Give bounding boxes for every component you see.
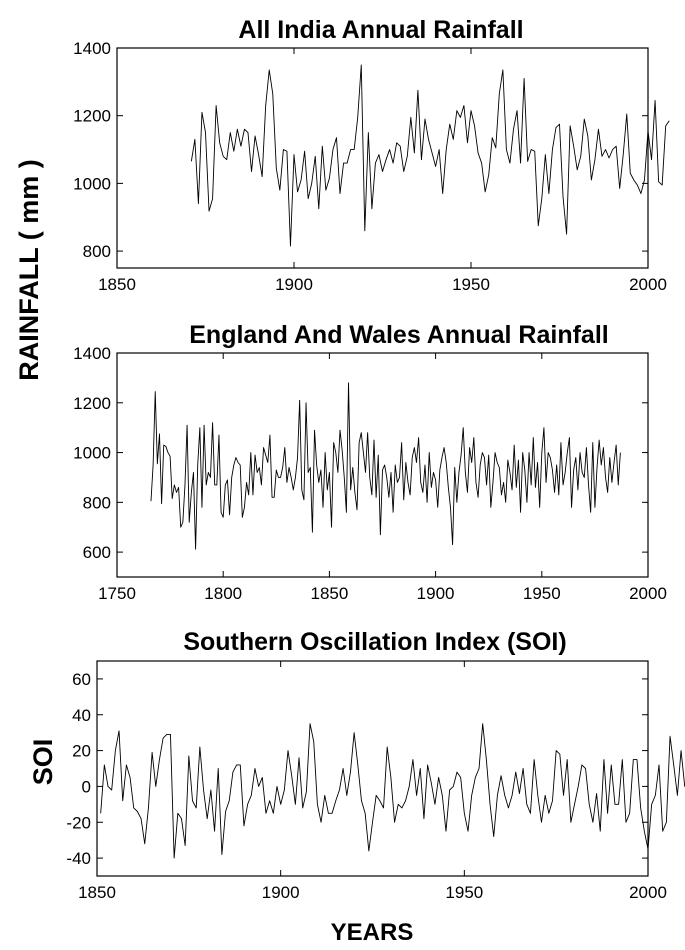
x-tick-label: 1850 bbox=[98, 275, 136, 294]
soi-y-axis-label: SOI bbox=[28, 739, 58, 786]
chart-title: Southern Oscillation Index (SOI) bbox=[183, 628, 566, 656]
x-tick-label: 2000 bbox=[629, 584, 667, 603]
y-tick-label: 1400 bbox=[73, 344, 111, 363]
axis-ticks: 1850 1900 1950 2000 800 1000 1200 1400 bbox=[73, 39, 667, 294]
axis-ticks: 1850 1900 1950 2000 -40 -20 0 20 40 60 bbox=[66, 661, 667, 902]
soi-line bbox=[100, 723, 685, 859]
x-tick-label: 1950 bbox=[452, 275, 490, 294]
x-tick-label: 2000 bbox=[629, 883, 667, 902]
y-tick-label: 1000 bbox=[73, 444, 111, 463]
y-tick-label: 20 bbox=[72, 742, 91, 761]
plot-frame bbox=[116, 352, 649, 578]
chart-title: All India Annual Rainfall bbox=[238, 16, 523, 44]
england-wales-rainfall-line bbox=[150, 382, 621, 550]
axis-ticks: 1750 1800 1850 1900 1950 2000 600 800 1000 1200 14… bbox=[73, 344, 667, 603]
y-tick-label: -20 bbox=[66, 813, 91, 832]
y-tick-label: 0 bbox=[82, 777, 91, 796]
x-tick-label: 1900 bbox=[417, 584, 455, 603]
x-tick-label: 1900 bbox=[275, 275, 313, 294]
x-tick-label: 1950 bbox=[445, 883, 483, 902]
plot-frame bbox=[96, 660, 649, 877]
y-tick-label: 1200 bbox=[73, 107, 111, 126]
x-tick-label: 1750 bbox=[98, 584, 136, 603]
y-tick-label: 800 bbox=[83, 242, 111, 261]
y-tick-label: 1000 bbox=[73, 174, 111, 193]
x-tick-label: 1800 bbox=[204, 584, 242, 603]
rainfall-y-axis-label: RAINFALL ( mm ) bbox=[14, 159, 44, 381]
chart-title: England And Wales Annual Rainfall bbox=[189, 321, 608, 349]
y-tick-label: -40 bbox=[66, 849, 91, 868]
x-tick-label: 1850 bbox=[78, 883, 116, 902]
x-tick-label: 1950 bbox=[523, 584, 561, 603]
soi-chart: Southern Oscillation Index (SOI) SOI 185… bbox=[28, 628, 685, 946]
y-tick-label: 800 bbox=[83, 493, 111, 512]
x-axis-label: YEARS bbox=[331, 919, 414, 946]
all-india-rainfall-chart: All India Annual Rainfall 1850 1900 1950 20… bbox=[73, 16, 670, 294]
all-india-rainfall-line bbox=[190, 64, 670, 247]
plot-frame bbox=[116, 47, 649, 269]
y-tick-label: 60 bbox=[72, 670, 91, 689]
x-tick-label: 1850 bbox=[310, 584, 348, 603]
y-tick-label: 1400 bbox=[73, 39, 111, 58]
x-tick-label: 2000 bbox=[629, 275, 667, 294]
x-tick-label: 1900 bbox=[262, 883, 300, 902]
y-tick-label: 600 bbox=[83, 543, 111, 562]
england-wales-rainfall-chart: England And Wales Annual Rainfall 1750 18… bbox=[73, 321, 667, 603]
y-tick-label: 40 bbox=[72, 706, 91, 725]
y-tick-label: 1200 bbox=[73, 394, 111, 413]
